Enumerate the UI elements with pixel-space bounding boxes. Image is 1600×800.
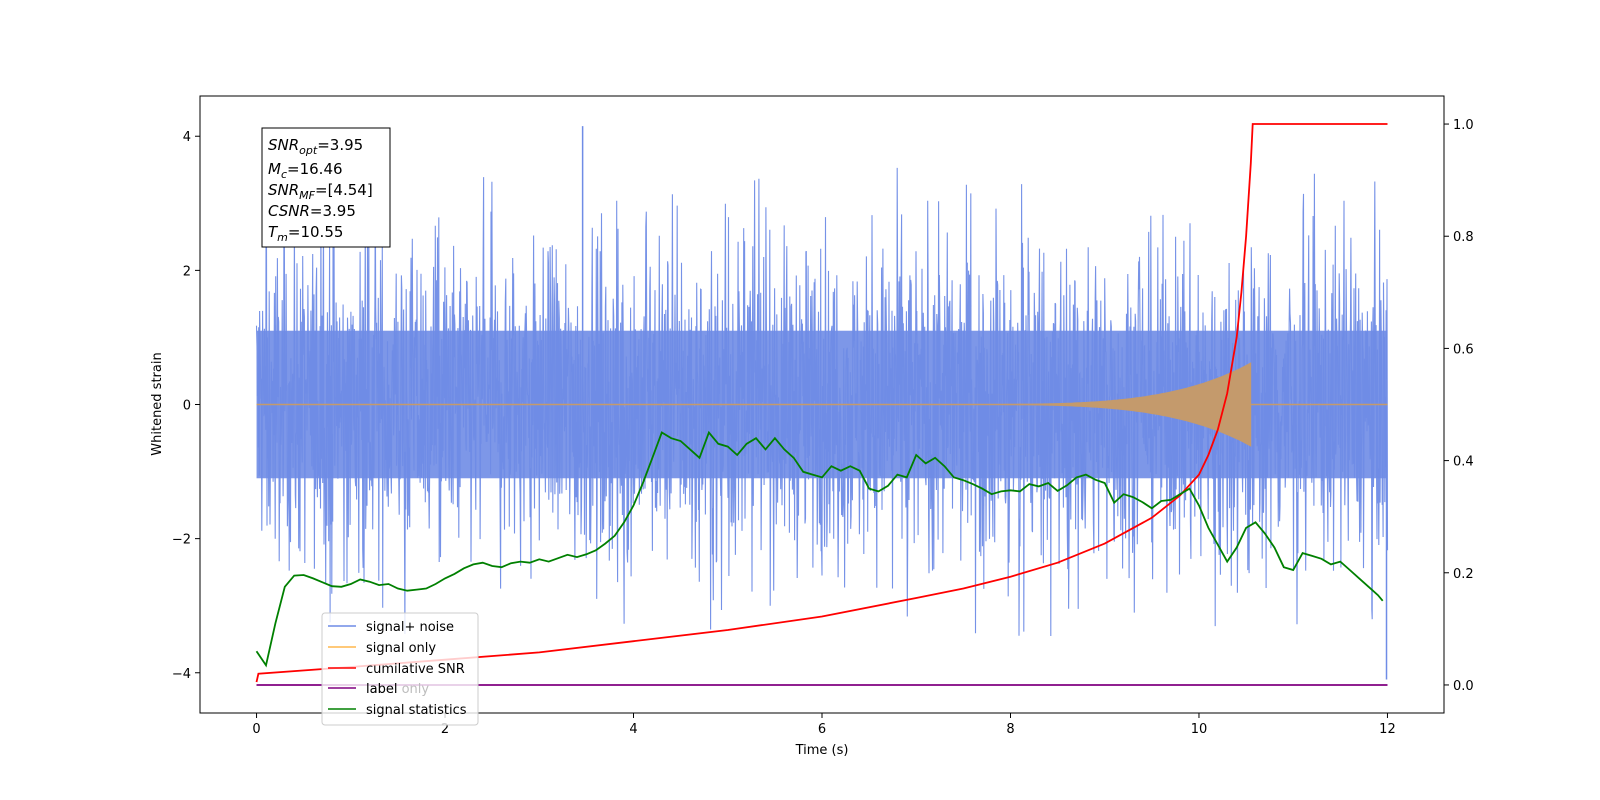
y-tick-label: 2 bbox=[183, 264, 191, 279]
x-tick-label: 4 bbox=[629, 722, 637, 737]
y-axis-ticks: −4 −2 0 2 4 bbox=[172, 130, 200, 682]
legend-entry-signal: signal only bbox=[328, 641, 436, 656]
series-cumulative-snr bbox=[255, 123, 1388, 683]
annotation-csnr-value: =3.95 bbox=[310, 202, 356, 220]
signal-chirp bbox=[916, 362, 1252, 447]
annotation-box: SNRopt=3.95 Mc=16.46 SNRMF=[4.54] CSNR=3… bbox=[261, 127, 391, 248]
annotation-mc-value: =16.46 bbox=[287, 160, 343, 178]
csnr-line bbox=[255, 123, 1388, 683]
legend-entry-label: label only label bbox=[328, 682, 429, 697]
annotation-csnr: CSNR=3.95 bbox=[268, 202, 356, 220]
legend-label-label: label bbox=[366, 682, 397, 697]
legend-entry-csnr: cumilative SNR bbox=[328, 662, 465, 677]
legend: signal+ noise signal only cumilative SNR… bbox=[321, 612, 479, 726]
legend-label-label-only: label only bbox=[366, 682, 429, 697]
y2-tick-label: 0.4 bbox=[1453, 455, 1474, 470]
y2-tick-label: 0.8 bbox=[1453, 230, 1474, 245]
series-signal-only bbox=[256, 362, 1388, 447]
annotation-snr-mf-value: =[4.54] bbox=[315, 181, 373, 199]
y-tick-label: 4 bbox=[183, 130, 191, 145]
y-tick-label: 0 bbox=[183, 399, 191, 414]
x-tick-label: 0 bbox=[252, 722, 260, 737]
y2-axis-ticks: 0.0 0.2 0.4 0.6 0.8 1.0 bbox=[1444, 118, 1474, 694]
y-axis-label: Whitened strain bbox=[150, 352, 165, 455]
x-tick-label: 8 bbox=[1006, 722, 1014, 737]
plot-area bbox=[255, 123, 1389, 686]
y2-tick-label: 0.6 bbox=[1453, 342, 1474, 357]
annotation-mc: Mc=16.46 bbox=[268, 160, 343, 181]
legend-label-signal: signal only bbox=[366, 641, 436, 656]
y-tick-label: −2 bbox=[172, 533, 191, 548]
legend-label-stats: signal statistics bbox=[366, 703, 467, 718]
x-axis-label: Time (s) bbox=[795, 743, 849, 758]
annotation-snr-mf: SNRMF=[4.54] bbox=[268, 181, 373, 202]
annotation-tm-value: =10.55 bbox=[288, 223, 344, 241]
y2-tick-label: 0.2 bbox=[1453, 567, 1474, 582]
y-tick-label: −4 bbox=[172, 667, 191, 682]
annotation-snr-opt-value: =3.95 bbox=[317, 136, 363, 154]
annotation-snr-opt: SNRopt=3.95 bbox=[268, 136, 363, 157]
x-axis-ticks: 0 2 4 6 8 10 12 bbox=[252, 713, 1396, 737]
series-signal-statistics bbox=[255, 430, 1384, 668]
legend-label-csnr: cumilative SNR bbox=[366, 662, 465, 677]
legend-entry-noise: signal+ noise bbox=[328, 620, 454, 635]
annotation-tm: Tm=10.55 bbox=[268, 223, 343, 244]
y2-tick-label: 0.0 bbox=[1453, 679, 1474, 694]
x-tick-label: 12 bbox=[1379, 722, 1396, 737]
legend-label-noise: signal+ noise bbox=[366, 620, 454, 635]
x-tick-label: 6 bbox=[818, 722, 826, 737]
x-tick-label: 2 bbox=[441, 722, 449, 737]
legend-frame bbox=[321, 612, 479, 726]
stats-line bbox=[255, 430, 1384, 668]
annotation-frame bbox=[261, 127, 391, 248]
x-tick-label: 10 bbox=[1191, 722, 1208, 737]
y2-tick-label: 1.0 bbox=[1453, 118, 1474, 133]
legend-entry-stats: signal statistics bbox=[328, 703, 467, 718]
